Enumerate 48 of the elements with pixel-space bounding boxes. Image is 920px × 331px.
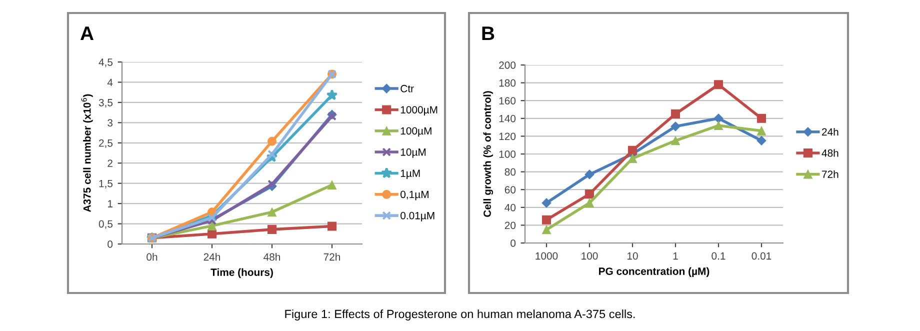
legend-label: Ctr <box>400 84 414 92</box>
caption: Figure 1: Effects of Progesterone on human melanoma A-375 cells. <box>285 309 635 320</box>
y-tick-label: 20 <box>504 222 516 230</box>
y-tick-label: 180 <box>499 79 516 87</box>
y-tick-label: 40 <box>504 204 516 212</box>
y-tick-label: 100 <box>499 150 516 158</box>
legend-label: 0.01µM <box>400 212 434 222</box>
y-tick-label: 120 <box>499 132 516 140</box>
x-tick-label: 0h <box>146 253 158 261</box>
legend-label: 72h <box>822 170 838 178</box>
legend-label: 24h <box>822 128 838 136</box>
legend-label: 100µM <box>400 127 432 137</box>
y-tick-label: 60 <box>504 186 516 194</box>
x-tick-label: 1 <box>673 252 678 260</box>
y-tick-label: 3 <box>108 119 113 127</box>
x-tick-label: 10 <box>628 252 638 260</box>
chart-title: A <box>80 26 94 40</box>
y-axis-title: Cell growth (% of control) <box>483 91 494 217</box>
x-tick-label: 72h <box>324 253 340 261</box>
y-tick-label: 2 <box>108 160 112 167</box>
y-tick-label: 4 <box>107 78 113 86</box>
y-tick-label: 1,5 <box>99 180 113 188</box>
x-tick-label: 0.1 <box>712 252 726 260</box>
y-axis-title: A375 cell number (x10$^{6}$) <box>81 94 93 212</box>
y-tick-label: 200 <box>499 62 516 69</box>
y-tick-label: 80 <box>504 168 516 176</box>
y-tick-label: 2,5 <box>99 139 113 148</box>
y-tick-label: 0,5 <box>98 220 113 229</box>
legend-label: 1µM <box>400 170 420 180</box>
y-tick-label: 1 <box>108 200 112 208</box>
x-axis-title: Time (hours) <box>210 268 273 278</box>
x-tick-label: 48h <box>264 253 280 261</box>
y-tick-label: 140 <box>499 114 516 122</box>
x-tick-label: 24h <box>204 253 220 261</box>
y-tick-label: 3,5 <box>98 98 113 108</box>
y-tick-label: 0 <box>510 240 516 247</box>
legend-label: 10µM <box>400 148 426 158</box>
x-tick-label: 100 <box>582 252 598 260</box>
legend-label: 48h <box>822 149 838 157</box>
x-tick-label: 0.01 <box>752 252 772 260</box>
y-tick-label: 0 <box>108 240 113 248</box>
x-tick-label: 1000 <box>536 252 558 260</box>
legend-label: 1000µM <box>400 106 438 116</box>
x-axis-title: PG concentration (µM) <box>599 267 710 278</box>
chart-title: B <box>482 26 494 40</box>
legend-label: 0,1µM <box>400 190 428 200</box>
y-tick-label: 160 <box>499 97 516 104</box>
y-tick-label: 4,5 <box>98 58 113 68</box>
